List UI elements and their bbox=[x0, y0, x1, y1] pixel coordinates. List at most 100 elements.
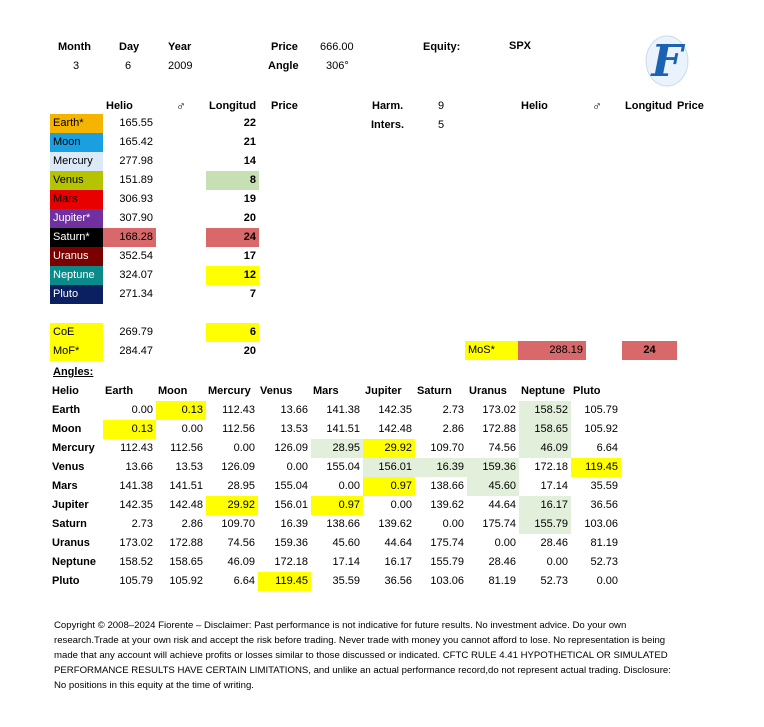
angle-value-cell: 74.56 bbox=[227, 537, 255, 549]
right-col-longitude: Longitud bbox=[625, 100, 673, 112]
angle-value-cell: 46.09 bbox=[519, 439, 571, 458]
angle-value-cell: 158.52 bbox=[519, 401, 571, 420]
planet-name: Mars bbox=[50, 190, 103, 209]
planet-col-longitude: Longitud bbox=[209, 100, 257, 112]
angles-col-header: Earth bbox=[105, 385, 134, 397]
angle-value-cell: 142.48 bbox=[378, 423, 412, 435]
mos-longitude: 24 bbox=[622, 341, 677, 360]
angle-value-cell: 142.35 bbox=[119, 499, 153, 511]
angle-value-cell: 0.00 bbox=[596, 575, 618, 587]
planet-name: Moon bbox=[50, 133, 103, 152]
angle-value-cell: 0.13 bbox=[103, 420, 156, 439]
angles-col-header: Saturn bbox=[417, 385, 452, 397]
harm-value: 9 bbox=[438, 100, 445, 112]
planet-helio: 324.07 bbox=[119, 269, 153, 281]
planet-col-helio: Helio bbox=[106, 100, 133, 112]
angle-value-cell: 2.86 bbox=[442, 423, 464, 435]
angle-value-cell: 16.39 bbox=[280, 518, 308, 530]
mos-label: MoS* bbox=[465, 341, 518, 360]
angle-value-cell: 52.73 bbox=[540, 575, 568, 587]
angle-value-cell: 28.46 bbox=[488, 556, 516, 568]
angle-value-cell: 156.01 bbox=[274, 499, 308, 511]
angle-value-cell: 139.62 bbox=[378, 518, 412, 530]
angle-value-cell: 103.06 bbox=[430, 575, 464, 587]
angle-value-cell: 142.48 bbox=[169, 499, 203, 511]
angle-value-cell: 112.56 bbox=[170, 442, 203, 454]
planet-col-price: Price bbox=[271, 100, 298, 112]
planet-helio: 352.54 bbox=[119, 250, 153, 262]
angle-value-cell: 105.92 bbox=[169, 575, 203, 587]
planet-longitude: 21 bbox=[243, 136, 256, 148]
planet-name: Venus bbox=[50, 171, 103, 190]
planet-col-mars-symbol: ♂ bbox=[176, 98, 186, 113]
angle-value-cell: 0.00 bbox=[442, 518, 464, 530]
angle-value-cell: 172.18 bbox=[534, 461, 568, 473]
day-label: Day bbox=[119, 41, 140, 53]
angles-row-header: Mars bbox=[52, 480, 78, 492]
angle-value-cell: 36.56 bbox=[384, 575, 412, 587]
angle-value-cell: 0.00 bbox=[131, 404, 153, 416]
angles-row-header: Moon bbox=[52, 423, 82, 435]
planet-longitude: 19 bbox=[243, 193, 256, 205]
angle-value-cell: 16.17 bbox=[519, 496, 571, 515]
angle-value-cell: 126.09 bbox=[274, 442, 308, 454]
planet-longitude: 22 bbox=[243, 117, 256, 129]
angle-value-cell: 109.70 bbox=[430, 442, 464, 454]
planet-longitude: 7 bbox=[249, 288, 256, 300]
equity-label: Equity: bbox=[423, 41, 461, 53]
angle-value-cell: 2.73 bbox=[442, 404, 464, 416]
angle-value-cell: 172.88 bbox=[482, 423, 516, 435]
disclaimer-text: Copyright © 2008–2024 Fiorente – Disclai… bbox=[54, 620, 671, 691]
angle-value-cell: 74.56 bbox=[488, 442, 516, 454]
angles-corner-label: Helio bbox=[52, 385, 79, 397]
angle-value: 306° bbox=[326, 60, 349, 72]
angle-value-cell: 119.45 bbox=[571, 458, 621, 477]
angle-value-cell: 155.04 bbox=[274, 480, 308, 492]
angle-value-cell: 119.45 bbox=[258, 572, 311, 591]
angle-value-cell: 142.35 bbox=[378, 404, 412, 416]
angles-row-header: Earth bbox=[52, 404, 81, 416]
angle-value-cell: 175.74 bbox=[430, 537, 464, 549]
angle-value-cell: 44.64 bbox=[384, 537, 412, 549]
angles-col-header: Moon bbox=[158, 385, 188, 397]
angle-value-cell: 112.56 bbox=[222, 423, 255, 435]
angle-value-cell: 81.19 bbox=[590, 537, 618, 549]
planet-helio: 277.98 bbox=[119, 155, 153, 167]
price-value: 666.00 bbox=[320, 41, 354, 53]
angle-value-cell: 173.02 bbox=[119, 537, 153, 549]
angle-value-cell: 16.39 bbox=[415, 458, 467, 477]
angle-value-cell: 138.66 bbox=[326, 518, 360, 530]
angle-value-cell: 141.38 bbox=[326, 404, 360, 416]
angle-value-cell: 45.60 bbox=[467, 477, 519, 496]
planet-longitude: 20 bbox=[243, 212, 256, 224]
planet-name: Earth* bbox=[50, 114, 103, 133]
planet-name: Saturn* bbox=[50, 228, 103, 247]
angle-value-cell: 141.51 bbox=[169, 480, 203, 492]
angle-value-cell: 103.06 bbox=[584, 518, 618, 530]
angle-value-cell: 175.74 bbox=[482, 518, 516, 530]
mos-helio: 288.19 bbox=[518, 341, 586, 360]
logo-letter: F bbox=[649, 36, 685, 87]
angle-value-cell: 155.04 bbox=[326, 461, 360, 473]
angle-value-cell: 159.36 bbox=[274, 537, 308, 549]
angle-value-cell: 44.64 bbox=[488, 499, 516, 511]
angle-value-cell: 13.53 bbox=[175, 461, 203, 473]
planet-helio: 165.55 bbox=[119, 117, 153, 129]
angle-value-cell: 158.52 bbox=[119, 556, 153, 568]
angle-value-cell: 17.14 bbox=[332, 556, 360, 568]
angle-label: Angle bbox=[268, 60, 299, 72]
angle-value-cell: 29.92 bbox=[206, 496, 258, 515]
planet-name: Neptune bbox=[50, 266, 103, 285]
fiorente-logo: F bbox=[642, 30, 692, 88]
angles-row-header: Venus bbox=[52, 461, 85, 473]
angle-value-cell: 141.51 bbox=[326, 423, 360, 435]
planet-helio: 269.79 bbox=[119, 326, 153, 338]
angles-row-header: Neptune bbox=[52, 556, 96, 568]
angle-value-cell: 105.79 bbox=[119, 575, 153, 587]
angle-value-cell: 13.66 bbox=[280, 404, 308, 416]
angle-value-cell: 0.13 bbox=[156, 401, 206, 420]
planet-helio: 165.42 bbox=[119, 136, 153, 148]
angle-value-cell: 158.65 bbox=[519, 420, 571, 439]
right-col-mars-symbol: ♂ bbox=[592, 98, 602, 113]
year-value: 2009 bbox=[168, 60, 193, 72]
